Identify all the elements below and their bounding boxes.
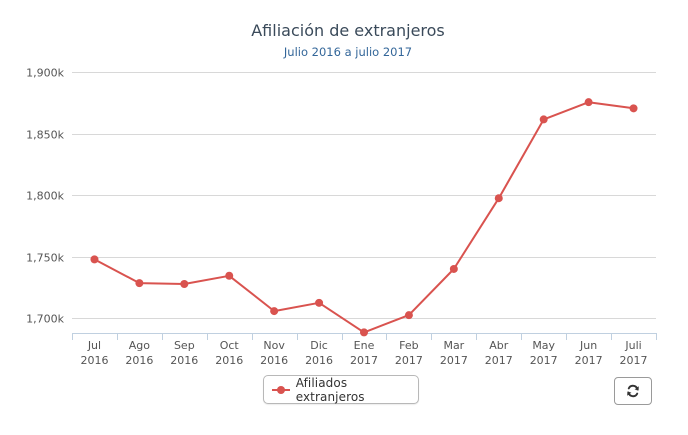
- x-tick-label-month: Ago: [129, 339, 151, 352]
- chart-title: Afiliación de extranjeros: [251, 21, 445, 40]
- x-tick-label-month: Juli: [624, 339, 641, 352]
- data-point[interactable]: [539, 115, 548, 124]
- data-point[interactable]: [180, 280, 189, 289]
- x-tick-label-year: 2017: [350, 354, 378, 367]
- x-tick-label-year: 2016: [170, 354, 198, 367]
- x-tick-label-year: 2017: [485, 354, 513, 367]
- x-tick-label-year: 2017: [440, 354, 468, 367]
- x-tick-label-month: Mar: [443, 339, 464, 352]
- data-point[interactable]: [270, 307, 279, 316]
- legend-marker-icon: [272, 385, 290, 395]
- x-tick-label-month: Ene: [354, 339, 375, 352]
- data-point[interactable]: [404, 311, 413, 320]
- legend-dot: [277, 385, 285, 394]
- data-point[interactable]: [90, 255, 99, 264]
- y-axis: 1,700k 1,750k 1,800k 1,850k 1,900k: [26, 67, 64, 326]
- x-tick-label-year: 2017: [395, 354, 423, 367]
- x-tick-label-year: 2016: [215, 354, 243, 367]
- x-tick-label-year: 2016: [260, 354, 288, 367]
- x-tick-label-year: 2016: [305, 354, 333, 367]
- x-tick-label-month: Feb: [399, 339, 418, 352]
- x-tick-label-year: 2017: [620, 354, 648, 367]
- x-tick-label-month: Oct: [220, 339, 240, 352]
- y-tick-label: 1,700k: [26, 313, 64, 326]
- x-axis: Jul 2016 Ago 2016 Sep 2016 Oct 2016 Nov 2016 Dic 20…: [72, 333, 657, 367]
- x-tick-label-month: Jul: [87, 339, 101, 352]
- gridlines: [72, 72, 656, 319]
- data-point[interactable]: [584, 98, 593, 107]
- data-point[interactable]: [135, 279, 144, 288]
- y-tick-label: 1,850k: [26, 129, 64, 142]
- y-tick-label: 1,900k: [26, 67, 64, 80]
- x-tick-label-month: Dic: [310, 339, 328, 352]
- x-tick-label-month: Jun: [579, 339, 597, 352]
- data-series: [90, 98, 638, 337]
- x-tick-label-year: 2017: [575, 354, 603, 367]
- x-tick-label-month: May: [532, 339, 555, 352]
- refresh-icon: [627, 384, 639, 398]
- x-tick-label-year: 2017: [530, 354, 558, 367]
- x-tick-label-year: 2016: [80, 354, 108, 367]
- data-point[interactable]: [315, 298, 324, 307]
- x-tick-label-year: 2016: [125, 354, 153, 367]
- data-point[interactable]: [629, 104, 638, 113]
- y-tick-label: 1,750k: [26, 252, 64, 265]
- refresh-button[interactable]: [614, 377, 652, 405]
- data-point[interactable]: [449, 264, 458, 273]
- data-point[interactable]: [225, 271, 234, 280]
- x-tick-label-month: Sep: [174, 339, 195, 352]
- legend-item-afiliados[interactable]: Afiliados extranjeros: [263, 375, 419, 404]
- y-tick-label: 1,800k: [26, 190, 64, 203]
- data-point[interactable]: [360, 328, 368, 337]
- x-tick-label-month: Abr: [489, 339, 509, 352]
- x-tick-label-month: Nov: [263, 339, 285, 352]
- legend-label: Afiliados extranjeros: [295, 375, 365, 404]
- series-line: [94, 101, 634, 334]
- chart-subtitle: Julio 2016 a julio 2017: [283, 45, 412, 59]
- data-point[interactable]: [494, 194, 503, 203]
